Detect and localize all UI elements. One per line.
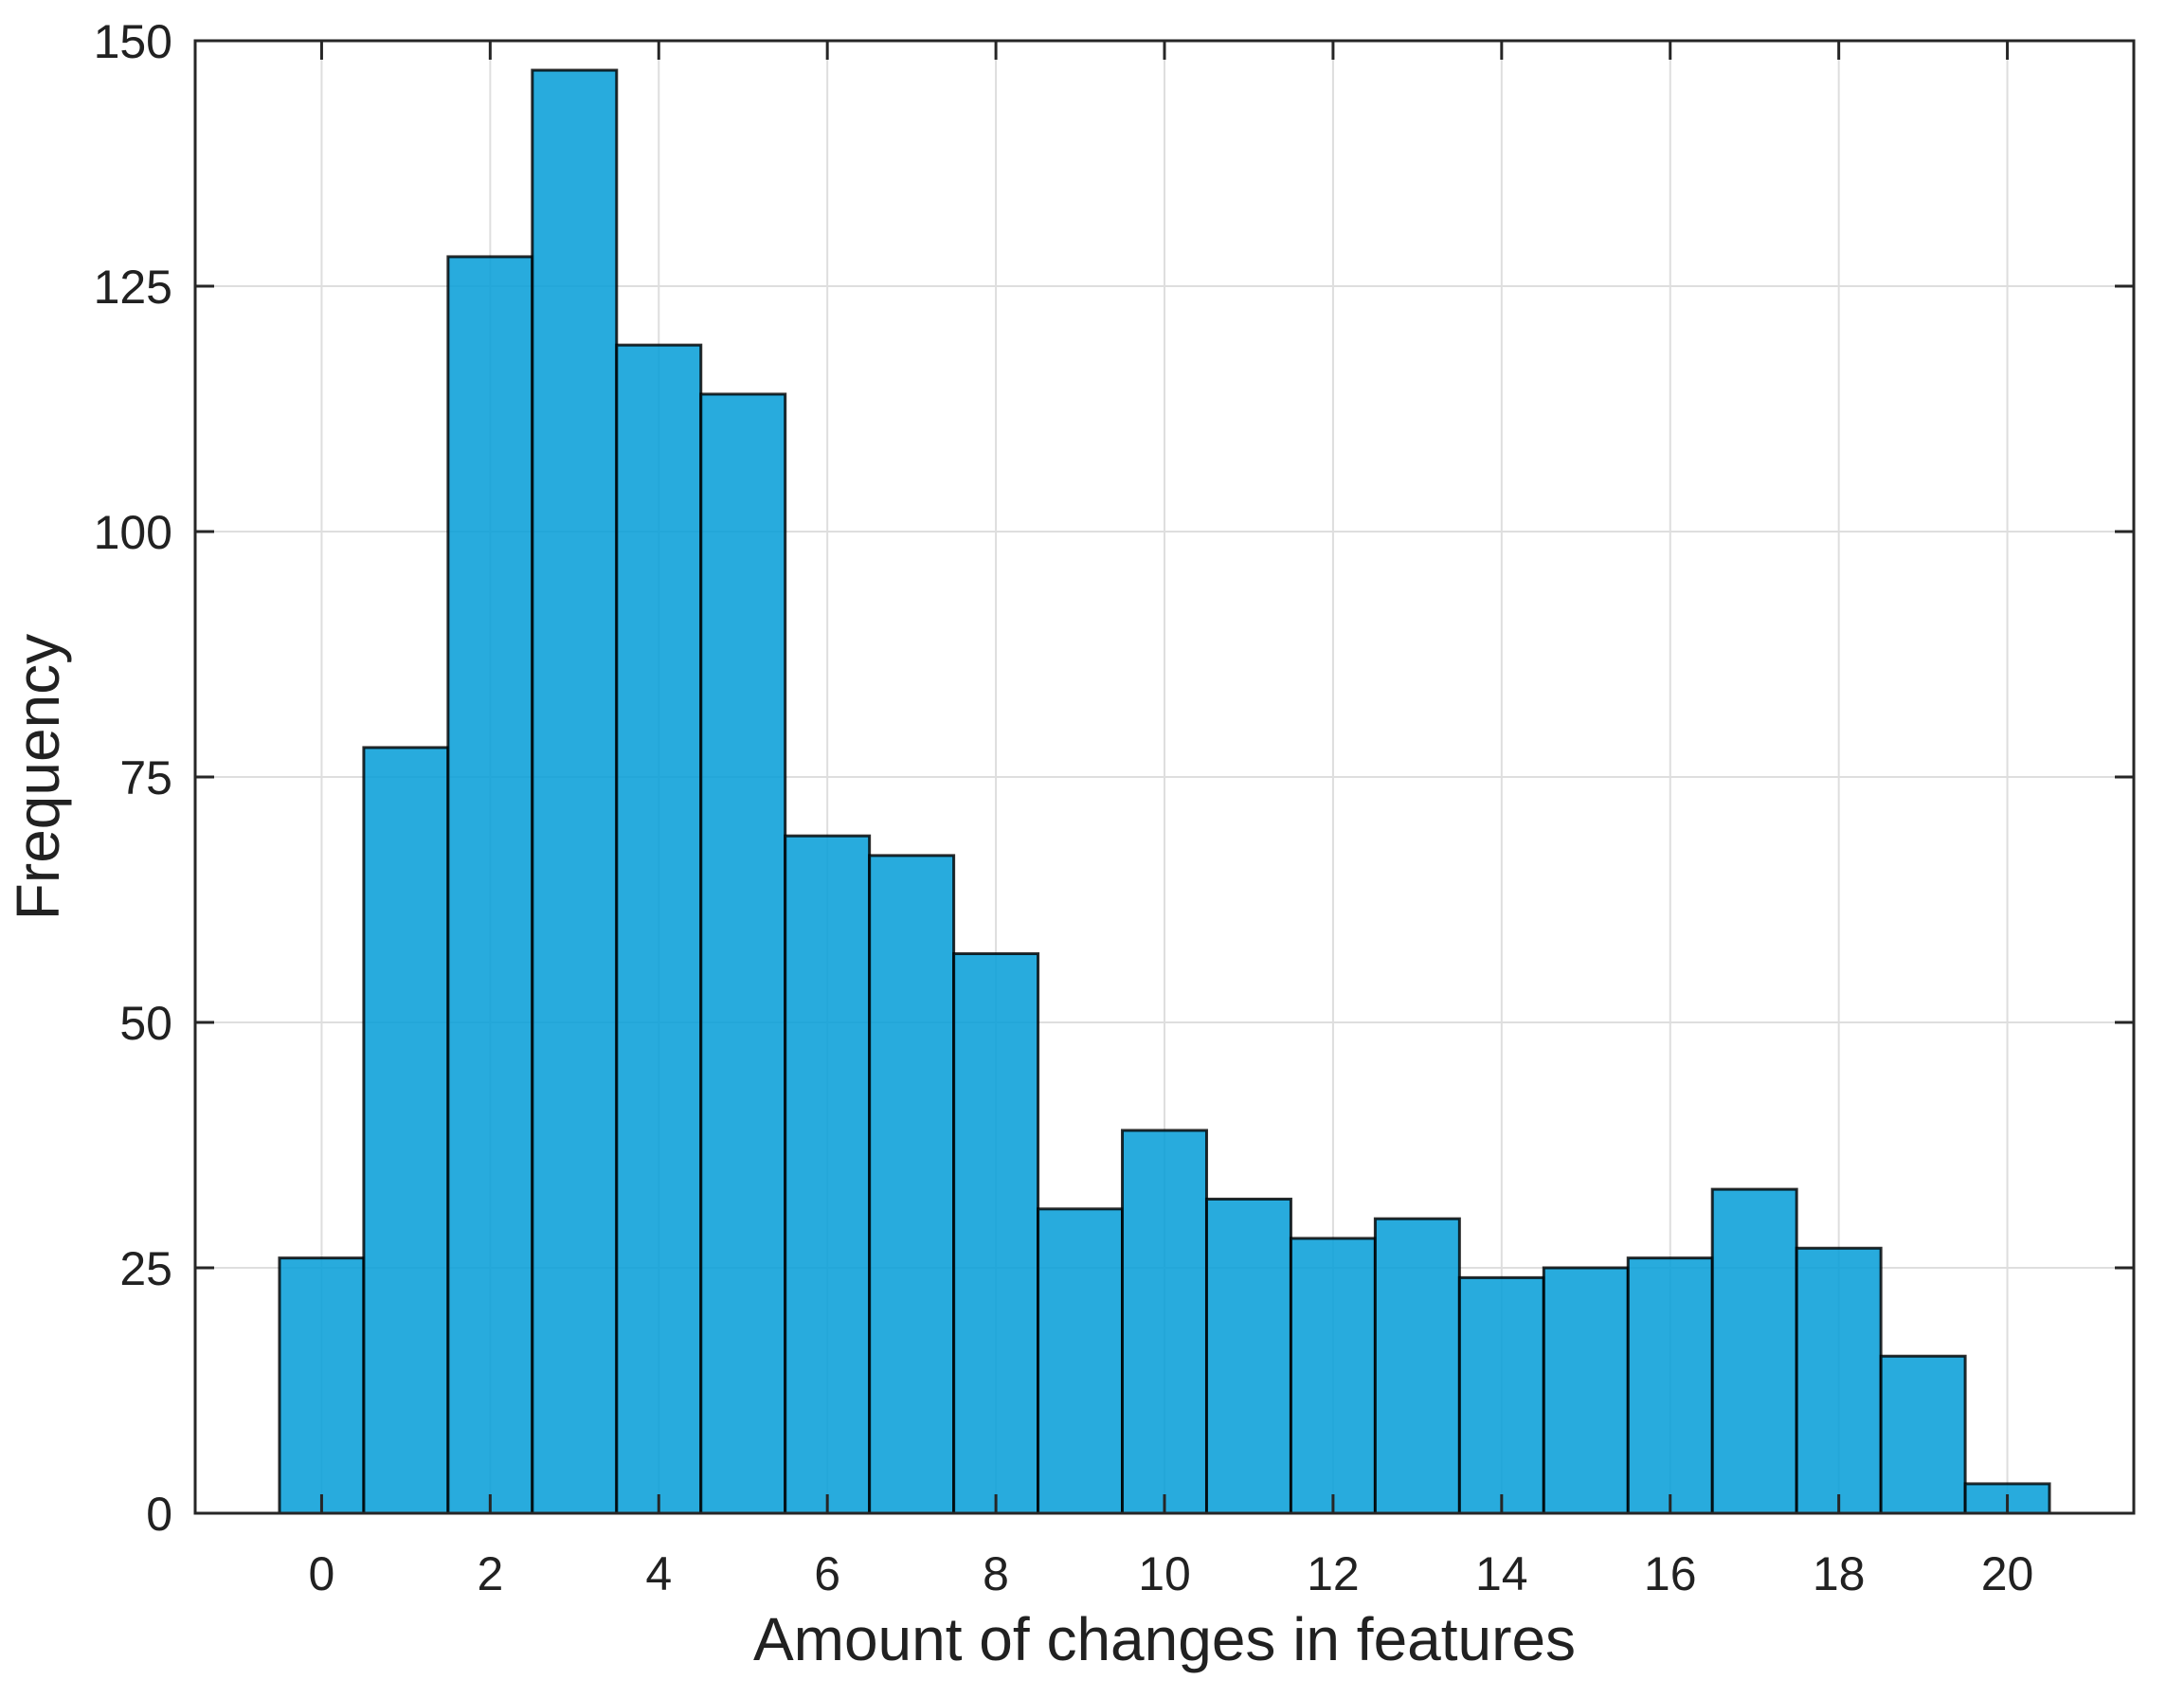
histogram-bar — [1121, 1129, 1208, 1515]
histogram-bar — [1457, 1275, 1545, 1515]
x-tick-label: 2 — [477, 1547, 503, 1600]
histogram-bar — [615, 343, 703, 1515]
histogram-bar — [278, 1256, 366, 1515]
histogram-bar — [1204, 1197, 1292, 1515]
histogram-bar — [1037, 1207, 1125, 1515]
histogram-bar — [1289, 1237, 1377, 1515]
histogram-bar — [699, 392, 787, 1515]
x-axis-label: Amount of changes in features — [753, 1605, 1576, 1673]
y-tick-label: 0 — [146, 1488, 172, 1541]
y-tick-label: 125 — [94, 261, 172, 314]
x-tick-label: 10 — [1138, 1547, 1191, 1600]
histogram-bar — [784, 834, 872, 1515]
y-tick-label: 75 — [119, 751, 172, 804]
x-tick-label: 4 — [645, 1547, 672, 1600]
histogram-bar — [446, 255, 534, 1515]
histogram-bar — [362, 746, 450, 1515]
x-tick-label: 14 — [1475, 1547, 1528, 1600]
histogram-bar — [1373, 1217, 1461, 1515]
histogram-bar — [1626, 1256, 1714, 1515]
histogram-bar — [952, 951, 1040, 1515]
x-tick-label: 20 — [1981, 1547, 2034, 1600]
histogram-bar — [1710, 1187, 1798, 1515]
y-axis-label: Frequency — [4, 634, 72, 920]
x-tick-label: 12 — [1307, 1547, 1360, 1600]
y-tick-label: 100 — [94, 506, 172, 559]
x-tick-label: 16 — [1644, 1547, 1697, 1600]
x-tick-label: 6 — [814, 1547, 840, 1600]
histogram-bar — [1542, 1266, 1630, 1515]
histogram-bar — [868, 854, 956, 1515]
y-tick-label: 50 — [119, 997, 172, 1050]
histogram-bar — [1879, 1354, 1967, 1515]
x-tick-label: 8 — [983, 1547, 1009, 1600]
x-tick-label: 0 — [309, 1547, 335, 1600]
x-tick-label: 18 — [1813, 1547, 1866, 1600]
histogram-bar — [1795, 1246, 1883, 1515]
histogram-bar — [531, 68, 619, 1515]
y-tick-label: 25 — [119, 1242, 172, 1295]
y-tick-label: 150 — [94, 15, 172, 68]
